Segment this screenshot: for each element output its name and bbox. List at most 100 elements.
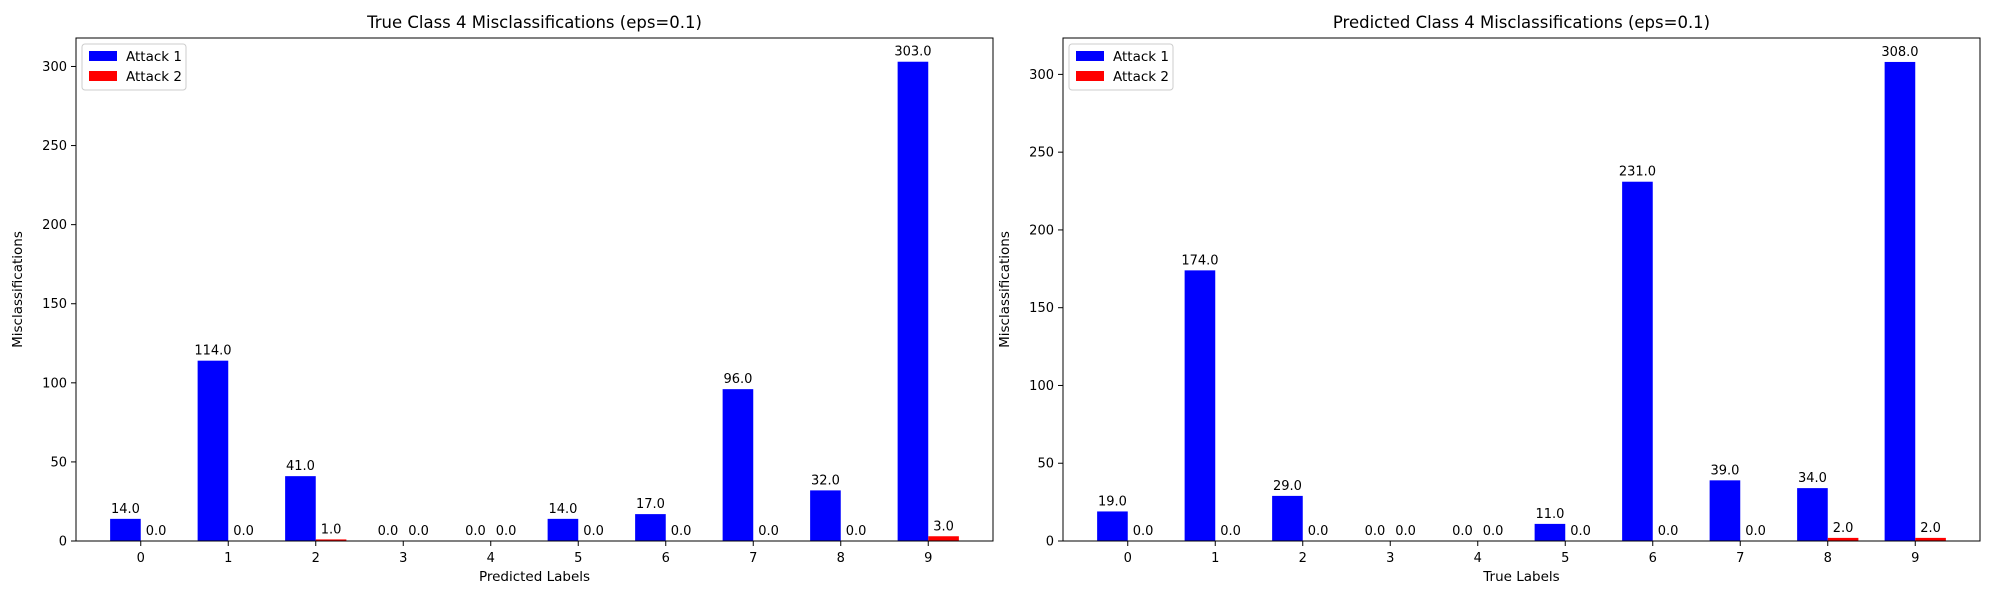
legend-label-1: Attack 1 [126,49,182,65]
value-label: 0.0 [146,524,167,539]
x-tick-label: 3 [1386,551,1394,566]
value-label: 29.0 [1273,479,1302,494]
value-label: 41.0 [286,459,315,474]
bar-attack-1-5 [547,518,579,541]
value-label: 14.0 [548,502,577,517]
y-tick-label: 250 [1029,146,1054,161]
y-tick-label: 200 [1029,223,1054,238]
value-label: 96.0 [723,372,752,387]
value-label: 32.0 [811,473,840,488]
legend-label-1: Attack 1 [1113,49,1169,65]
bar-attack-2-2 [315,539,347,541]
chart-panel-1: 19.0 174.0 29.0 0.0 0.0 11.0 231.0 39.0 34.0 308.… [997,13,1981,585]
value-label: 34.0 [1798,471,1827,486]
bar-attack-1-7 [722,389,754,541]
value-label: 0.0 [1308,524,1329,539]
x-tick-label: 4 [1474,551,1482,566]
value-label: 0.0 [1133,524,1154,539]
x-tick-label: 9 [924,551,932,566]
legend-swatch-2 [89,71,117,81]
value-label: 0.0 [671,524,692,539]
x-tick-label: 0 [137,551,145,566]
y-tick-label: 150 [1029,301,1054,316]
bar-attack-1-0 [1097,511,1128,541]
legend-swatch-1 [1076,51,1104,61]
value-label: 0.0 [758,524,779,539]
value-label: 19.0 [1098,494,1127,509]
x-tick-label: 3 [399,551,407,566]
y-tick-label: 100 [42,376,67,391]
bar-attack-1-9 [897,61,929,542]
y-tick-label: 50 [50,455,67,470]
value-label: 0.0 [1452,524,1473,539]
value-label: 11.0 [1535,507,1564,522]
bar-attack-2-8 [1827,537,1859,541]
value-label: 0.0 [496,524,517,539]
bar-attack-1-2 [285,476,316,541]
value-label: 17.0 [636,497,665,512]
y-axis-label: Misclassifications [10,231,26,348]
value-label: 0.0 [233,524,254,539]
value-label: 3.0 [933,519,954,534]
bar-attack-1-0 [110,518,141,541]
value-label: 114.0 [194,344,231,359]
y-tick-label: 100 [1029,379,1054,394]
value-label: 303.0 [894,45,931,60]
bar-attack-1-8 [1797,488,1828,541]
x-tick-label: 4 [487,551,495,566]
value-label: 0.0 [1365,524,1386,539]
x-tick-label: 8 [1824,551,1832,566]
value-label: 0.0 [1570,524,1591,539]
y-tick-label: 250 [42,139,67,154]
value-label: 0.0 [1658,524,1679,539]
value-label: 0.0 [1483,524,1504,539]
value-label: 0.0 [1745,524,1766,539]
value-label: 1.0 [321,522,342,537]
y-tick-label: 300 [1029,68,1054,83]
x-tick-label: 5 [574,551,582,566]
bar-attack-1-1 [197,360,229,541]
x-tick-label: 9 [1911,551,1919,566]
bar-attack-1-1 [1184,270,1216,541]
x-tick-label: 2 [1299,551,1307,566]
y-tick-label: 150 [42,297,67,312]
value-label: 231.0 [1619,165,1656,180]
x-axis-label: Predicted Labels [479,569,590,585]
chart-title: True Class 4 Misclassifications (eps=0.1… [366,13,702,32]
bar-attack-1-5 [1534,523,1566,541]
bar-attack-1-6 [1622,181,1653,541]
bar-attack-2-9 [1915,537,1946,541]
x-tick-label: 1 [1211,551,1219,566]
plot-frame [1062,37,1981,542]
x-tick-label: 0 [1124,551,1132,566]
legend-swatch-1 [89,51,117,61]
x-tick-label: 5 [1561,551,1569,566]
plot-frame [75,37,994,542]
legend: Attack 1 Attack 2 [1068,43,1174,91]
x-tick-label: 7 [749,551,757,566]
x-tick-label: 6 [662,551,670,566]
value-label: 0.0 [846,524,867,539]
y-axis-label: Misclassifications [997,231,1013,348]
value-label: 0.0 [1395,524,1416,539]
x-tick-label: 8 [837,551,845,566]
bar-attack-1-8 [810,490,841,541]
bar-attack-1-7 [1709,480,1741,541]
y-tick-label: 300 [42,60,67,75]
value-label: 14.0 [111,502,140,517]
y-tick-label: 200 [42,218,67,233]
x-tick-label: 6 [1649,551,1657,566]
y-tick-label: 0 [59,535,67,550]
value-label: 39.0 [1710,463,1739,478]
legend-label-2: Attack 2 [1113,69,1169,85]
value-label: 0.0 [378,524,399,539]
bar-attack-1-9 [1884,61,1916,541]
value-label: 2.0 [1920,521,1941,536]
bar-attack-1-6 [635,514,666,541]
y-tick-label: 50 [1037,457,1054,472]
legend: Attack 1 Attack 2 [81,43,187,91]
value-label: 0.0 [583,524,604,539]
value-label: 0.0 [1220,524,1241,539]
